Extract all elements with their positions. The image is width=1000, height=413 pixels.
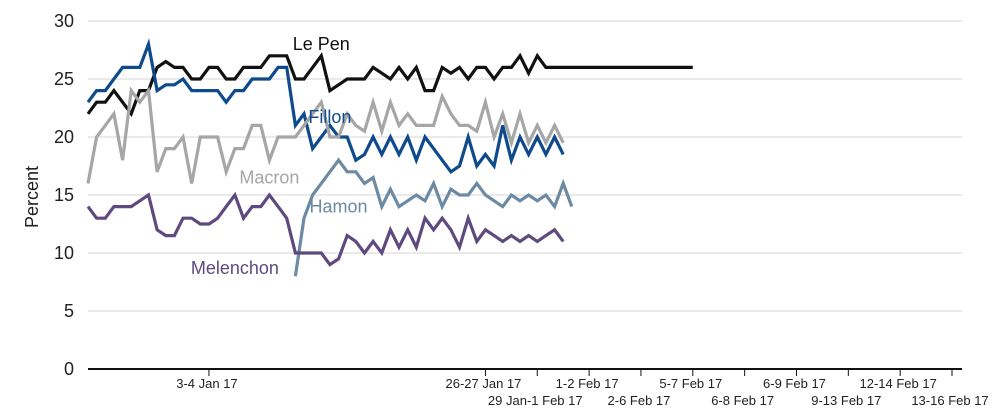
- y-tick-label: 15: [54, 185, 74, 205]
- series-label-le-pen: Le Pen: [293, 34, 350, 54]
- x-tick-label: 2-6 Feb 17: [608, 393, 671, 408]
- y-tick-label: 30: [54, 11, 74, 31]
- y-tick-label: 25: [54, 69, 74, 89]
- x-tick-label: 5-7 Feb 17: [659, 376, 722, 391]
- x-tick-label: 29 Jan-1 Feb 17: [488, 393, 583, 408]
- x-tick-label: 6-9 Feb 17: [763, 376, 826, 391]
- series-label-macron: Macron: [239, 167, 299, 187]
- series-line-melenchon: [86, 191, 565, 267]
- x-tick-label: 3-4 Jan 17: [176, 376, 237, 391]
- y-axis-title: Percent: [22, 166, 42, 228]
- y-tick-label: 20: [54, 127, 74, 147]
- series-line-fillon: [86, 38, 565, 174]
- series-lines: [86, 38, 693, 277]
- y-tick-label: 5: [64, 301, 74, 321]
- series-line-le-pen: [86, 52, 693, 118]
- x-tick-label: 26-27 Jan 17: [445, 376, 521, 391]
- x-tick-label: 9-13 Feb 17: [811, 393, 881, 408]
- series-label-hamon: Hamon: [310, 196, 368, 216]
- y-tick-label: 0: [64, 359, 74, 379]
- series-line-hamon: [293, 157, 574, 277]
- series-label-fillon: Fillon: [308, 107, 351, 127]
- y-axis-ticks: 0 5 10 15 20 25 30: [54, 11, 74, 379]
- x-tick-label: 1-2 Feb 17: [556, 376, 619, 391]
- x-axis-ticks: 3-4 Jan 17 26-27 Jan 17 29 Jan-1 Feb 17 1-2…: [176, 369, 989, 408]
- series-label-melenchon: Melenchon: [191, 258, 279, 278]
- x-tick-label: 12-14 Feb 17: [859, 376, 936, 391]
- series-line-macron: [86, 86, 565, 184]
- series-labels: Le Pen Fillon Macron Hamon Melenchon: [191, 34, 368, 278]
- x-tick-label: 6-8 Feb 17: [711, 393, 774, 408]
- x-tick-label: 13-16 Feb 17: [911, 393, 988, 408]
- y-tick-label: 10: [54, 243, 74, 263]
